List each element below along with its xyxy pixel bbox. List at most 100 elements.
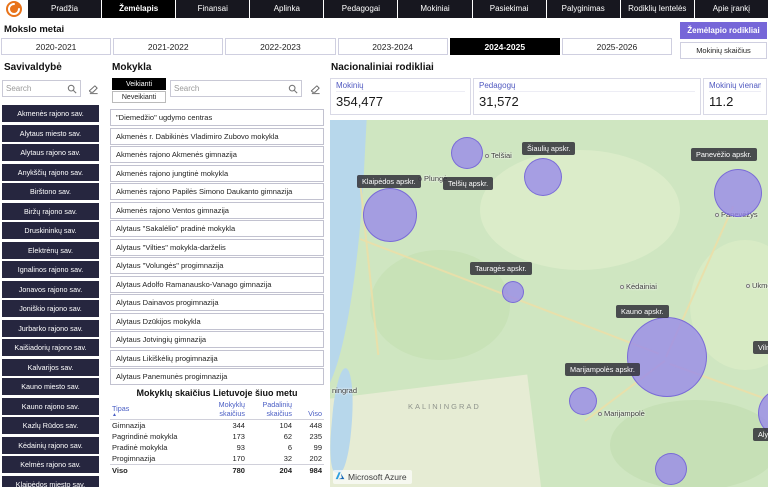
- municipality-item[interactable]: Alytaus rajono sav.: [2, 144, 99, 161]
- map-bubble[interactable]: [451, 137, 483, 169]
- city-label: Marijampolė: [598, 409, 645, 418]
- county-chip: Vilniaus apskr.: [753, 341, 768, 354]
- school-status-active-button[interactable]: Veikianti: [112, 78, 166, 90]
- school-item[interactable]: Alytaus "Volungės" progimnazija: [110, 257, 324, 274]
- azure-logo-icon: [335, 471, 345, 483]
- school-item[interactable]: "Diemedžio" ugdymo centras: [110, 109, 324, 126]
- nav-tab[interactable]: Mokiniai: [398, 0, 472, 18]
- school-item[interactable]: Akmenės rajono Papilės Simono Daukanto g…: [110, 183, 324, 200]
- map-indicator-option[interactable]: Mokinių skaičius: [680, 42, 767, 59]
- school-item[interactable]: Akmenės rajono Ventos gimnazija: [110, 201, 324, 219]
- top-navigation: Pradžia Žemėlapis Finansai Aplinka Pedagogai…: [0, 0, 768, 18]
- table-column-header[interactable]: Padalinių skaičius: [247, 400, 294, 420]
- map-bubble[interactable]: [524, 158, 562, 196]
- school-search[interactable]: [170, 80, 302, 97]
- table-cell: 235: [309, 432, 322, 442]
- municipality-item[interactable]: Kauno rajono sav.: [2, 397, 99, 415]
- school-item[interactable]: Akmenės rajono Akmenės gimnazija: [110, 146, 324, 163]
- municipality-item[interactable]: Biržų rajono sav.: [2, 202, 99, 220]
- municipality-item[interactable]: Kėdainių rajono sav.: [2, 436, 99, 454]
- nav-tab[interactable]: Pedagogai: [324, 0, 398, 18]
- municipality-item[interactable]: Druskininkų sav.: [2, 222, 99, 239]
- map-bubble[interactable]: [714, 169, 762, 217]
- school-item[interactable]: Alytaus Jotvingių gimnazija: [110, 331, 324, 348]
- municipality-search[interactable]: [2, 80, 81, 97]
- school-year-label: Mokslo metai: [4, 24, 65, 35]
- municipality-item[interactable]: Alytaus miesto sav.: [2, 124, 99, 142]
- school-item[interactable]: Akmenės rajono jungtinė mokykla: [110, 164, 324, 182]
- table-column-header[interactable]: Tipas ▲: [110, 401, 200, 420]
- school-item[interactable]: Alytaus Likiškėlių progimnazija: [110, 349, 324, 367]
- nav-tab[interactable]: Palyginimas: [546, 0, 620, 18]
- nav-tab[interactable]: Pasiekimai: [472, 0, 546, 18]
- municipality-item[interactable]: Kaišiadorių rajono sav.: [2, 339, 99, 356]
- nav-tab[interactable]: Apie įrankį: [694, 0, 768, 18]
- municipality-item[interactable]: Kelmės rajono sav.: [2, 456, 99, 473]
- table-cell: 32: [283, 454, 293, 464]
- municipality-item[interactable]: Kazlų Rūdos sav.: [2, 417, 99, 434]
- table-column-header[interactable]: Mokyklų skaičius: [200, 400, 247, 420]
- table-column-label: Padalinių skaičius: [262, 400, 293, 418]
- municipality-item[interactable]: Ignalinos rajono sav.: [2, 261, 99, 278]
- municipality-item[interactable]: Akmenės rajono sav.: [2, 105, 99, 122]
- table-cell: 170: [232, 454, 245, 464]
- city-label: Ukmergė: [746, 281, 768, 290]
- clear-filter-icon[interactable]: [308, 82, 322, 96]
- school-search-input[interactable]: [171, 84, 288, 93]
- table-cell: 202: [309, 454, 322, 464]
- kpi-value: 354,477: [336, 94, 383, 109]
- school-item[interactable]: Alytaus Panemunės progimnazija: [110, 368, 324, 385]
- table-column-header[interactable]: Viso: [294, 401, 324, 420]
- school-item[interactable]: Alytaus Adolfo Ramanausko-Vanago gimnazi…: [110, 275, 324, 293]
- search-icon[interactable]: [288, 84, 301, 94]
- table-cell: 62: [283, 432, 293, 442]
- map-terrain-patch: [480, 150, 680, 270]
- municipality-item[interactable]: Anykščių rajono sav.: [2, 163, 99, 181]
- municipality-item[interactable]: Jonavos rajono sav.: [2, 280, 99, 298]
- kpi-value: 31,572: [479, 94, 519, 109]
- map-indicators-title: Žemėlapio rodikliai: [680, 22, 767, 39]
- year-button[interactable]: 2025-2026: [561, 38, 673, 55]
- municipality-item[interactable]: Kalvarijos sav.: [2, 358, 99, 376]
- search-icon[interactable]: [67, 84, 80, 94]
- map-bubble[interactable]: [363, 188, 417, 242]
- school-item[interactable]: Alytaus "Vilties" mokykla-darželis: [110, 238, 324, 256]
- county-chip: Marijampolės apskr.: [565, 363, 640, 376]
- nav-tab[interactable]: Aplinka: [250, 0, 324, 18]
- school-item[interactable]: Akmenės r. Dabikinės Vladimiro Zubovo mo…: [110, 127, 324, 145]
- municipality-item[interactable]: Joniškio rajono sav.: [2, 300, 99, 317]
- table-row: Viso 780 204 984: [110, 464, 324, 477]
- lithuania-map[interactable]: KALININGRAD TelšiaiPlungėPanevėžysKėdain…: [330, 120, 768, 487]
- municipality-item[interactable]: Klaipėdos miesto sav.: [2, 475, 99, 487]
- kpi-card: Mokinių vienam 11.2: [703, 78, 767, 115]
- year-button[interactable]: 2022-2023: [225, 38, 336, 55]
- map-bubble[interactable]: [627, 317, 707, 397]
- municipality-item[interactable]: Elektrėnų sav.: [2, 241, 99, 259]
- table-cell: 93: [236, 443, 245, 453]
- school-status-inactive-button[interactable]: Neveikianti: [112, 91, 166, 103]
- app-logo[interactable]: [0, 0, 27, 18]
- map-bubble[interactable]: [655, 453, 687, 485]
- table-cell: Progimnazija: [112, 454, 156, 464]
- map-bubble[interactable]: [502, 281, 524, 303]
- school-item[interactable]: Alytaus Dainavos progimnazija: [110, 294, 324, 311]
- year-button[interactable]: 2021-2022: [113, 38, 224, 55]
- nav-tab[interactable]: Rodiklių lentelės: [620, 0, 694, 18]
- nav-tab[interactable]: Pradžia: [28, 0, 102, 18]
- municipality-item[interactable]: Jurbarko rajono sav.: [2, 319, 99, 337]
- year-button[interactable]: 2020-2021: [1, 38, 112, 55]
- table-title: Mokyklų skaičius Lietuvoje šiuo metu: [136, 388, 298, 398]
- county-chip: Telšių apskr.: [443, 177, 494, 190]
- map-bubble[interactable]: [569, 387, 597, 415]
- municipality-item[interactable]: Birštono sav.: [2, 183, 99, 200]
- school-item[interactable]: Alytaus Dzūkijos mokykla: [110, 312, 324, 330]
- municipality-item[interactable]: Kauno miesto sav.: [2, 378, 99, 395]
- municipality-search-input[interactable]: [3, 84, 67, 93]
- year-button[interactable]: 2023-2024: [337, 38, 448, 55]
- school-item[interactable]: Alytaus "Sakalėlio" pradinė mokykla: [110, 220, 324, 237]
- year-button[interactable]: 2024-2025: [449, 38, 560, 55]
- clear-filter-icon[interactable]: [86, 82, 100, 96]
- nav-tab[interactable]: Žemėlapis: [102, 0, 176, 18]
- table-cell: 204: [246, 464, 295, 477]
- nav-tab[interactable]: Finansai: [176, 0, 250, 18]
